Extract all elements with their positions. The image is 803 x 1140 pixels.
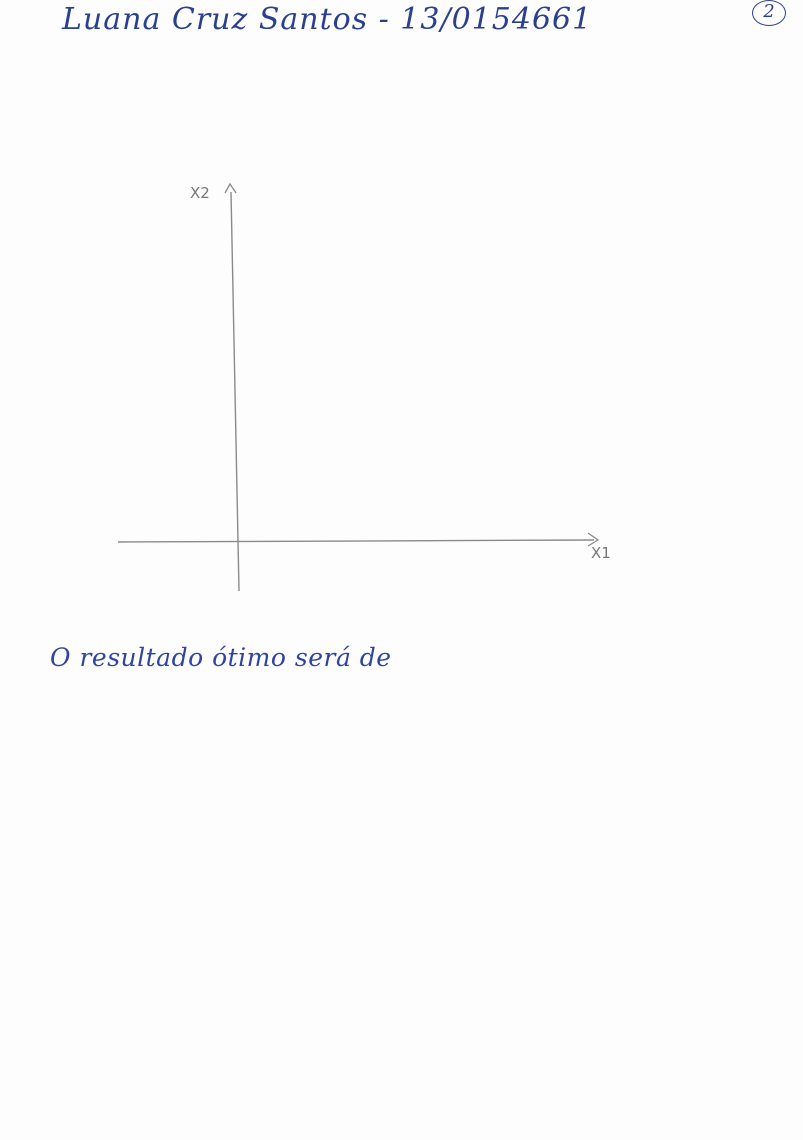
x-axis-arrow-icon: [587, 532, 600, 547]
y-axis-line: [230, 191, 240, 592]
y-axis-label: X2: [190, 184, 210, 202]
page-number-circle: 2: [752, 0, 786, 26]
y-axis-arrow-icon: [224, 182, 237, 194]
student-name-and-id: Luana Cruz Santos - 13/0154661: [62, 2, 593, 37]
x-axis-label: X1: [591, 544, 611, 562]
optimal-result-sentence: O resultado ótimo será de: [50, 643, 392, 672]
x-axis-line: [117, 539, 595, 543]
